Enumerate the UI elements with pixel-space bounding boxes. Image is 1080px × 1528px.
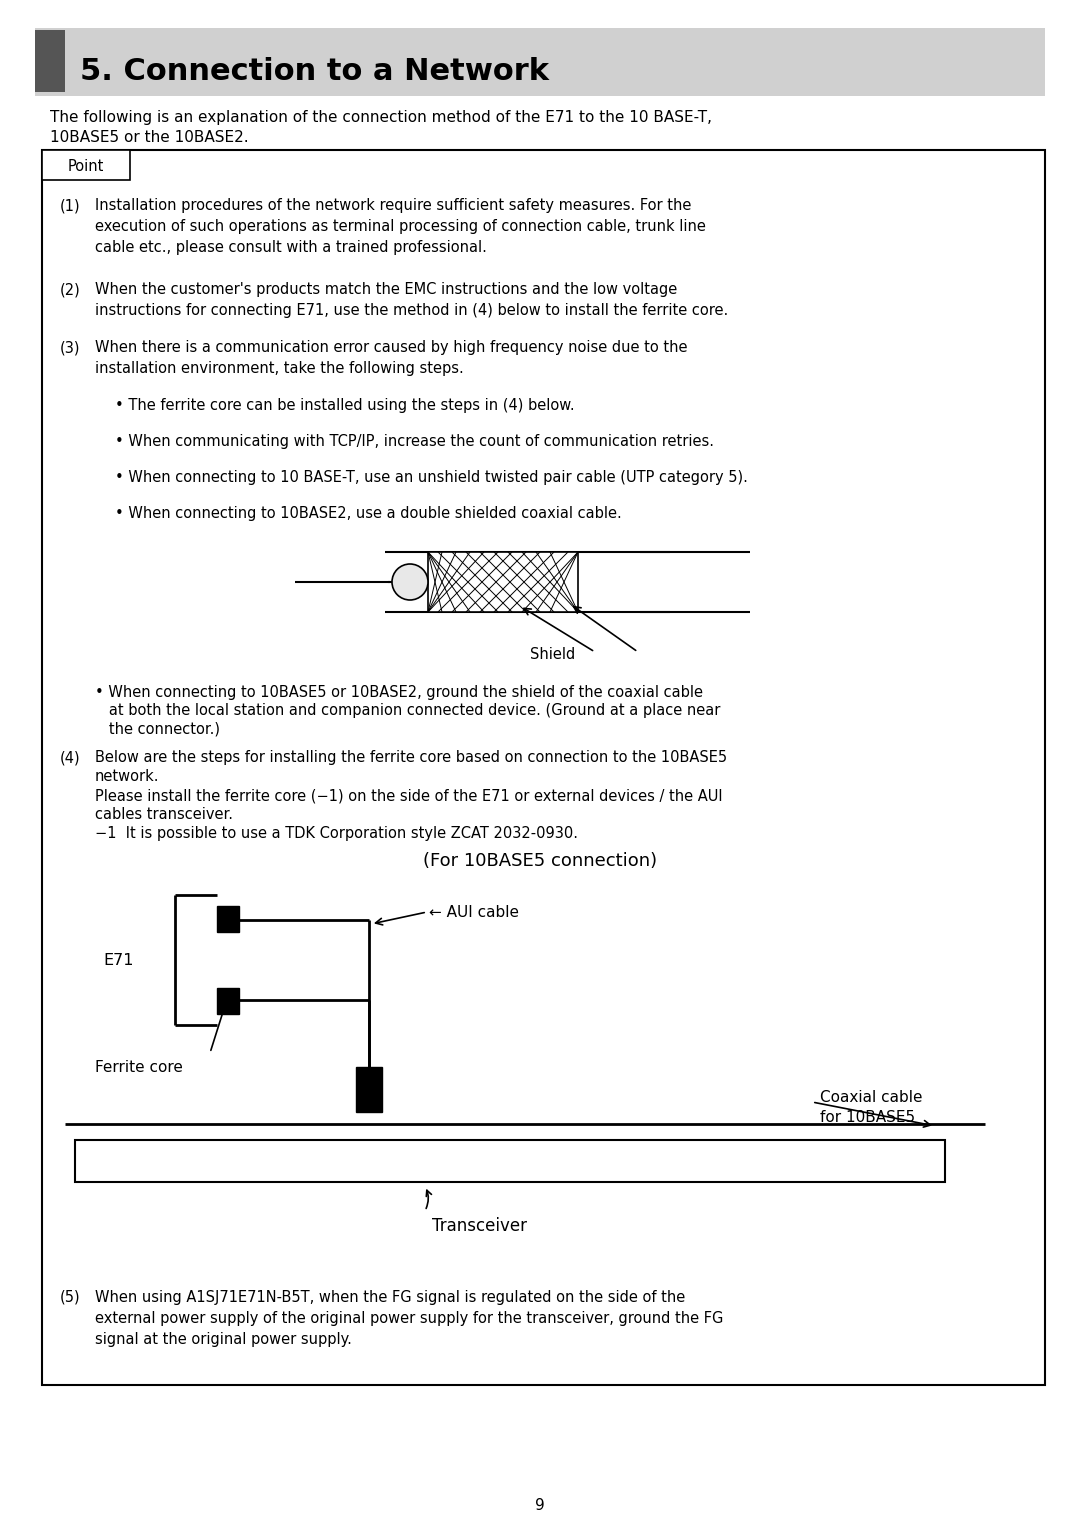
Text: (5): (5) <box>60 1290 81 1305</box>
Text: ← AUI cable: ← AUI cable <box>429 905 519 920</box>
Text: When using A1SJ71E71N-B5T, when the FG signal is regulated on the side of the
ex: When using A1SJ71E71N-B5T, when the FG s… <box>95 1290 724 1348</box>
Text: Point: Point <box>68 159 104 174</box>
Text: Below are the steps for installing the ferrite core based on connection to the 1: Below are the steps for installing the f… <box>95 750 727 766</box>
Bar <box>356 1067 382 1112</box>
Circle shape <box>392 564 428 601</box>
Bar <box>42 150 1045 1384</box>
Text: • When connecting to 10BASE2, use a double shielded coaxial cable.: • When connecting to 10BASE2, use a doub… <box>114 506 622 521</box>
Text: (3): (3) <box>60 341 81 354</box>
Bar <box>428 552 578 613</box>
Bar <box>217 906 239 932</box>
Text: Ferrite core: Ferrite core <box>95 1060 183 1076</box>
Text: The following is an explanation of the connection method of the E71 to the 10 BA: The following is an explanation of the c… <box>50 110 712 125</box>
Text: (2): (2) <box>60 283 81 296</box>
Bar <box>42 150 130 180</box>
Bar <box>75 1140 945 1183</box>
Text: When there is a communication error caused by high frequency noise due to the
in: When there is a communication error caus… <box>95 341 688 376</box>
Text: Transceiver: Transceiver <box>432 1216 527 1235</box>
Text: • The ferrite core can be installed using the steps in (4) below.: • The ferrite core can be installed usin… <box>114 397 575 413</box>
Text: −1  It is possible to use a TDK Corporation style ZCAT 2032-0930.: −1 It is possible to use a TDK Corporati… <box>95 827 578 840</box>
Text: at both the local station and companion connected device. (Ground at a place nea: at both the local station and companion … <box>95 703 720 718</box>
Text: Shield: Shield <box>530 646 576 662</box>
Bar <box>35 31 65 92</box>
Text: Coaxial cable: Coaxial cable <box>820 1089 922 1105</box>
Text: 10BASE5 or the 10BASE2.: 10BASE5 or the 10BASE2. <box>50 130 248 145</box>
Bar <box>35 28 1045 96</box>
Text: network.: network. <box>95 769 160 784</box>
Text: (1): (1) <box>60 199 81 212</box>
Bar <box>217 989 239 1015</box>
Text: When the customer's products match the EMC instructions and the low voltage
inst: When the customer's products match the E… <box>95 283 728 318</box>
Text: 5. Connection to a Network: 5. Connection to a Network <box>80 57 549 86</box>
Text: • When connecting to 10BASE5 or 10BASE2, ground the shield of the coaxial cable: • When connecting to 10BASE5 or 10BASE2,… <box>95 685 703 700</box>
Text: E71: E71 <box>103 952 134 967</box>
Text: (4): (4) <box>60 750 81 766</box>
Text: • When connecting to 10 BASE-T, use an unshield twisted pair cable (UTP category: • When connecting to 10 BASE-T, use an u… <box>114 471 747 484</box>
Text: 9: 9 <box>535 1497 545 1513</box>
Text: for 10BASE5: for 10BASE5 <box>820 1109 915 1125</box>
Text: • When communicating with TCP/IP, increase the count of communication retries.: • When communicating with TCP/IP, increa… <box>114 434 714 449</box>
Text: (For 10BASE5 connection): (For 10BASE5 connection) <box>423 853 657 869</box>
Text: the connector.): the connector.) <box>95 721 220 736</box>
Text: Please install the ferrite core (−1) on the side of the E71 or external devices : Please install the ferrite core (−1) on … <box>95 788 723 804</box>
Text: cables transceiver.: cables transceiver. <box>95 807 233 822</box>
Text: Installation procedures of the network require sufficient safety measures. For t: Installation procedures of the network r… <box>95 199 706 255</box>
